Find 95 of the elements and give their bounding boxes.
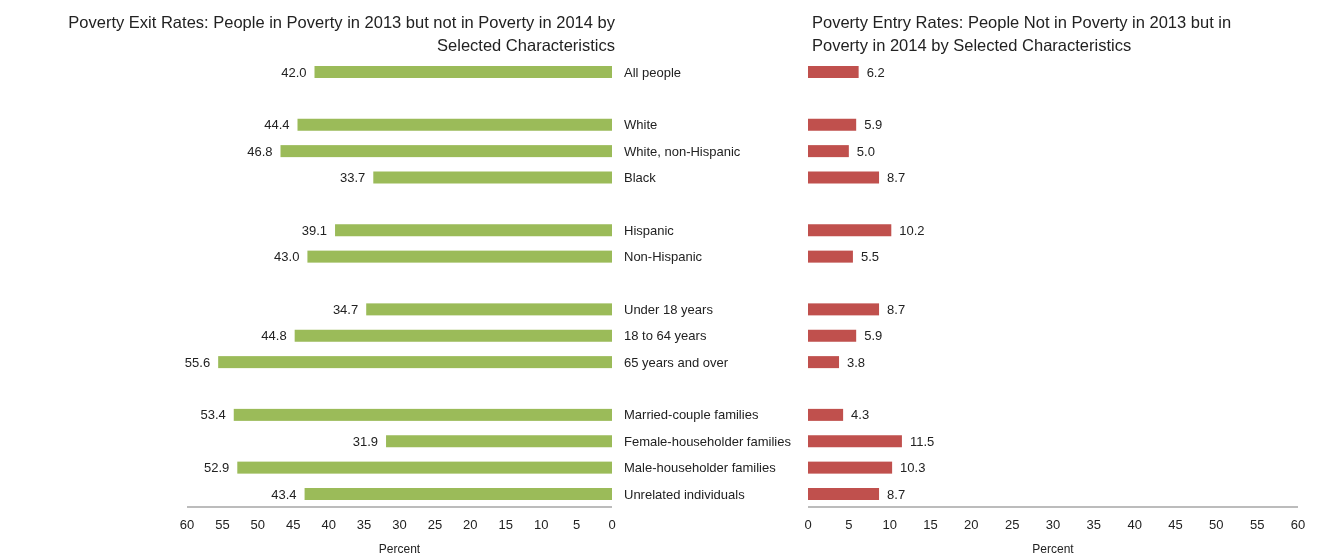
bar	[808, 145, 849, 158]
x-tick-label: 60	[179, 517, 195, 532]
data-label: 31.9	[352, 433, 379, 449]
bar	[808, 171, 880, 184]
x-tick-label: 10	[882, 517, 897, 532]
x-tick-label: 15	[923, 517, 938, 532]
bar	[808, 66, 859, 78]
bar	[237, 461, 612, 474]
x-tick-label: 25	[427, 517, 443, 532]
data-label: 10.3	[900, 460, 926, 476]
bar	[218, 356, 612, 369]
data-label: 53.4	[200, 407, 226, 423]
x-tick-label: 10	[533, 517, 549, 532]
y-tick-label: Black	[624, 170, 657, 186]
x-tick-label: 60	[1290, 517, 1306, 532]
data-label: 4.3	[851, 407, 870, 423]
bar	[808, 356, 840, 369]
data-label: 8.7	[887, 486, 906, 502]
x-tick-label: 0	[804, 517, 812, 532]
x-tick-label: 30	[392, 517, 407, 532]
bar	[808, 408, 844, 421]
x-tick-label: 25	[1004, 517, 1020, 532]
data-label: 5.5	[860, 249, 879, 265]
y-tick-label: 18 to 64 years	[624, 328, 707, 344]
bar	[366, 303, 612, 316]
y-tick-label: 65 years and over	[624, 354, 729, 370]
x-tick-label: 35	[1086, 517, 1102, 532]
bar	[808, 224, 892, 237]
x-axis-title: Percent	[1032, 542, 1075, 556]
y-tick-label: Male-householder families	[624, 460, 777, 476]
data-label: 5.9	[864, 117, 883, 133]
y-tick-label: Under 18 years	[624, 301, 714, 317]
y-tick-label: Non-Hispanic	[624, 249, 703, 265]
data-label: 11.5	[909, 433, 935, 449]
bar	[808, 488, 880, 500]
data-label: 10.2	[899, 222, 925, 238]
data-label: 43.0	[274, 249, 300, 265]
y-tick-label: Married-couple families	[624, 407, 759, 423]
x-tick-label: 40	[1127, 517, 1142, 532]
x-tick-label: 30	[1045, 517, 1061, 532]
data-label: 5.9	[864, 328, 883, 344]
x-tick-label: 45	[1168, 517, 1183, 532]
data-label: 46.8	[247, 143, 273, 159]
x-tick-label: 20	[463, 517, 478, 532]
x-tick-label: 45	[286, 517, 301, 532]
bar	[297, 118, 612, 131]
bar	[808, 250, 853, 263]
bar	[335, 224, 612, 237]
x-tick-label: 0	[608, 517, 616, 532]
data-label: 6.2	[866, 64, 885, 80]
bar	[808, 303, 880, 316]
data-label: 44.4	[264, 117, 290, 133]
bar	[294, 329, 612, 342]
x-tick-label: 55	[215, 517, 230, 532]
y-tick-label: Hispanic	[624, 222, 675, 238]
bar	[304, 488, 612, 500]
x-tick-label: 50	[250, 517, 266, 532]
data-label: 34.7	[332, 301, 359, 317]
x-tick-label: 35	[356, 517, 372, 532]
bar	[808, 118, 857, 131]
chart-title: Poverty Exit Rates: People in Poverty in 2013 but not in Poverty in 2014 by Selected Characteristics	[68, 13, 616, 54]
bar	[233, 408, 612, 421]
y-tick-label: Female-householder families	[624, 433, 792, 449]
x-tick-label: 15	[498, 517, 513, 532]
data-label: 42.0	[281, 64, 307, 80]
data-label: 8.7	[887, 301, 906, 317]
data-label: 3.8	[847, 354, 866, 370]
x-tick-label: 40	[321, 517, 336, 532]
x-tick-label: 50	[1209, 517, 1224, 532]
data-label: 33.7	[339, 170, 366, 186]
y-tick-label: White, non-Hispanic	[624, 143, 741, 159]
data-label: 43.4	[271, 486, 297, 502]
data-label: 52.9	[203, 460, 230, 476]
x-tick-label: 5	[845, 517, 853, 532]
data-label: 39.1	[301, 222, 328, 238]
x-tick-label: 5	[572, 517, 581, 532]
bar	[307, 250, 612, 263]
bar	[373, 171, 612, 184]
data-label: 5.0	[856, 143, 875, 159]
bar	[386, 435, 612, 448]
chart-title: Poverty Entry Rates: People Not in Poverty in 2013 but in Poverty in 2014 by Selected Characteristics	[812, 13, 1232, 54]
bar	[808, 435, 902, 448]
x-tick-label: 20	[964, 517, 979, 532]
x-tick-label: 55	[1249, 517, 1265, 532]
bar	[314, 66, 612, 78]
x-axis-title: Percent	[378, 542, 421, 556]
bar	[808, 329, 857, 342]
data-label: 8.7	[887, 170, 906, 186]
y-tick-label: White	[624, 117, 658, 133]
bar	[808, 461, 893, 474]
bar	[280, 145, 612, 158]
data-label: 44.8	[261, 328, 287, 344]
y-tick-label: All people	[624, 64, 682, 80]
y-tick-label: Unrelated individuals	[624, 486, 746, 502]
data-label: 55.6	[184, 354, 211, 370]
